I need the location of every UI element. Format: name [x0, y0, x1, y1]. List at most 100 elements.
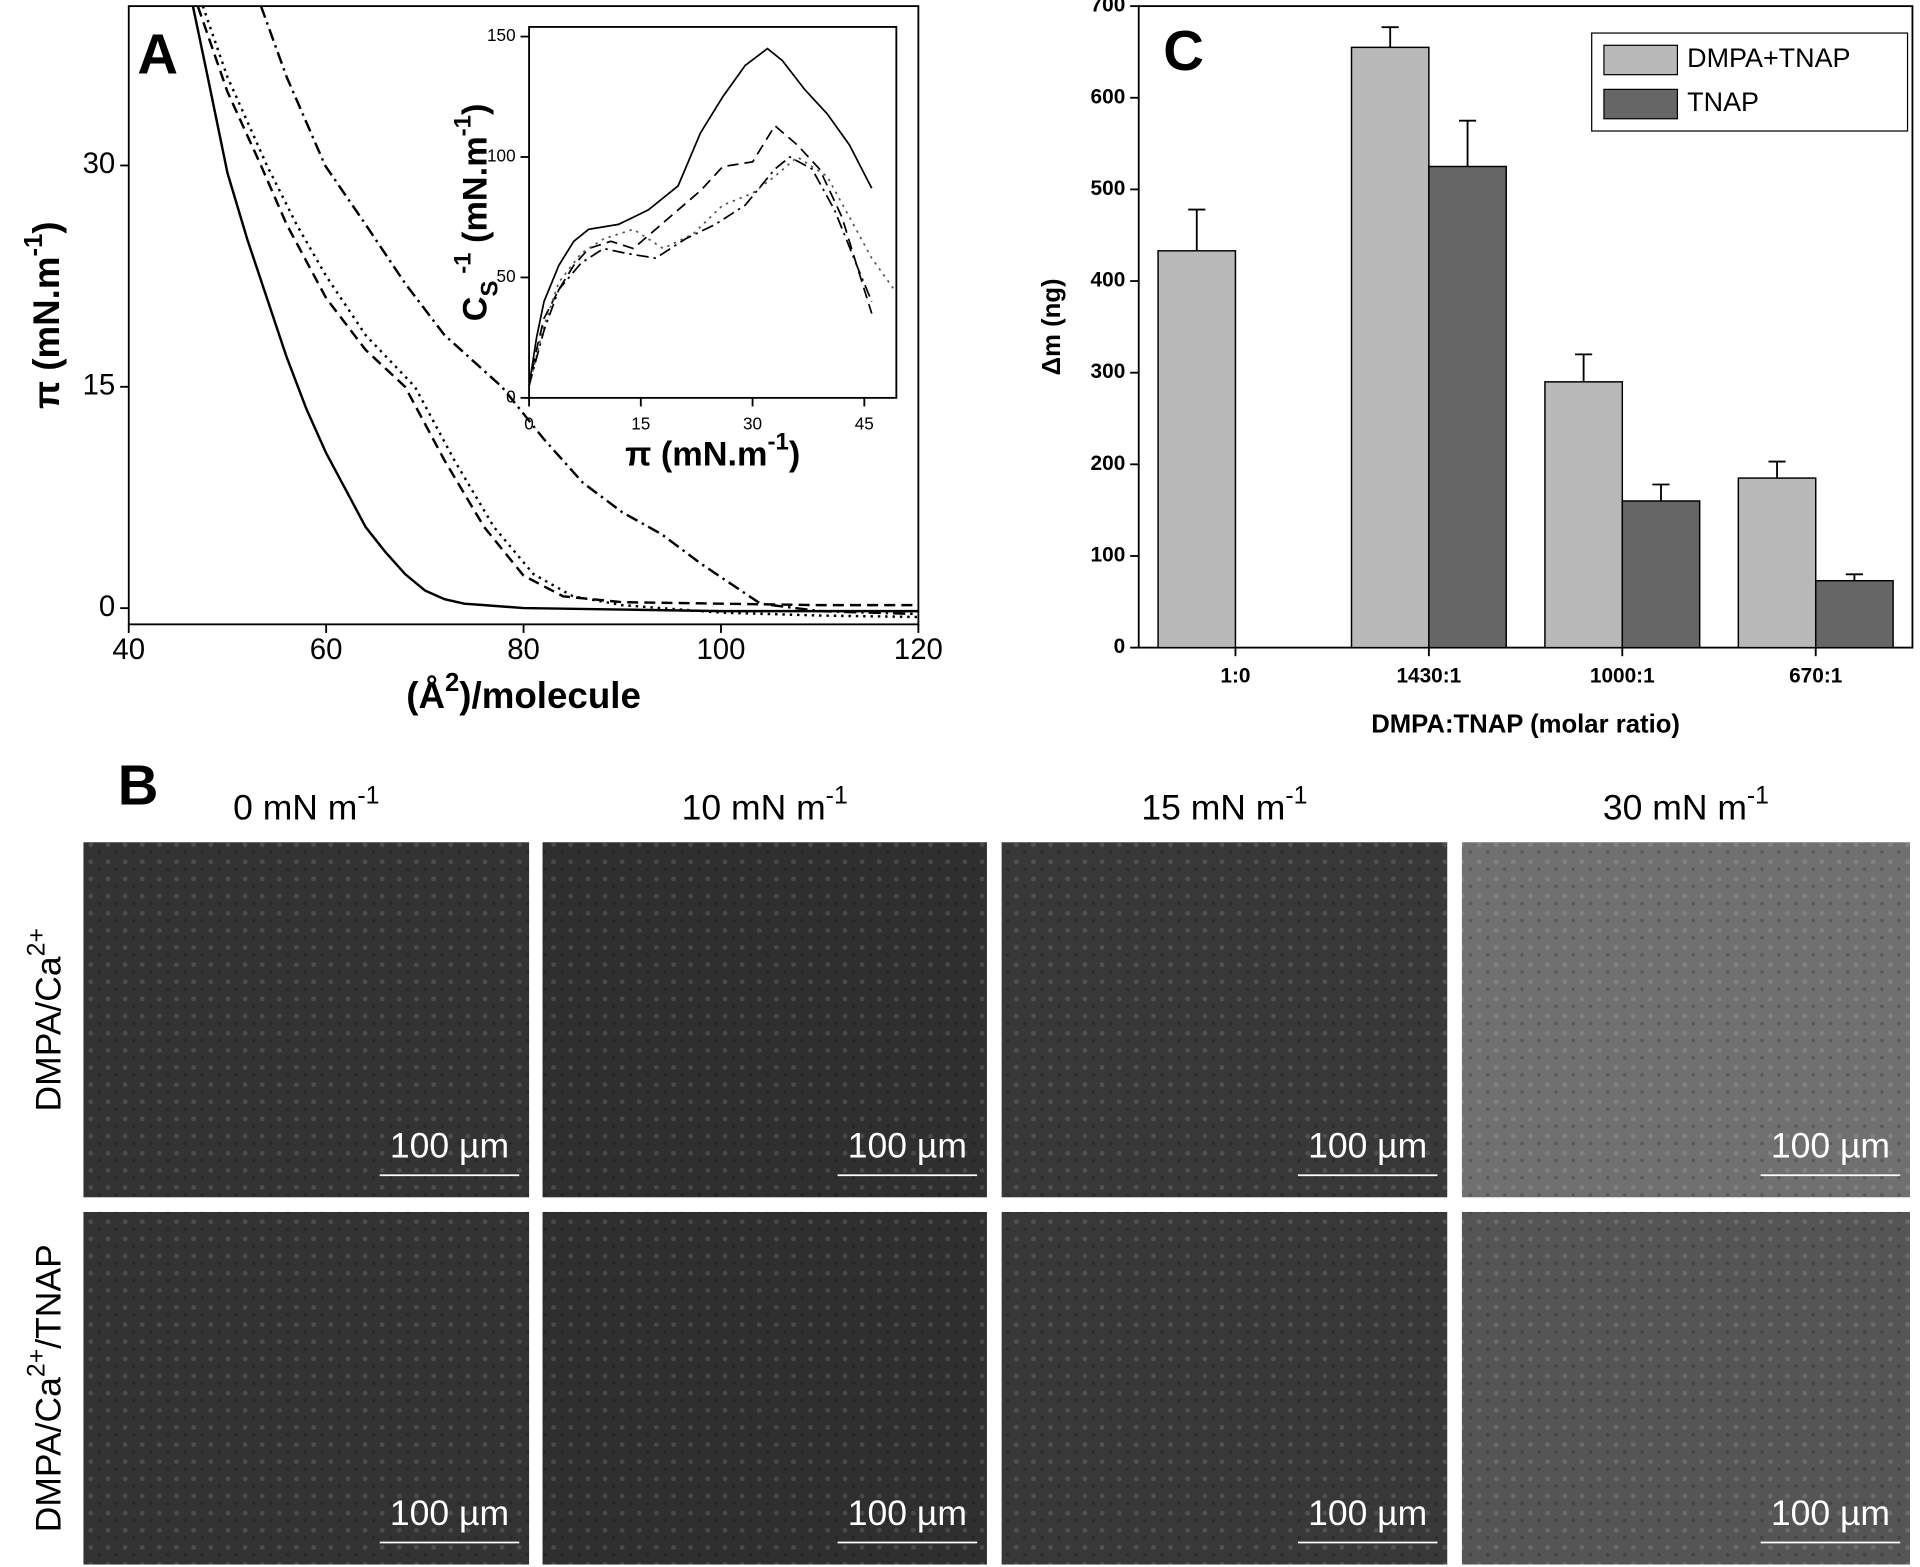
row-label: DMPA/Ca2+	[24, 928, 69, 1112]
bar	[1814, 579, 1894, 649]
y-axis-label-part: -1	[450, 252, 477, 280]
x-axis-label-part: π (mN.m	[625, 436, 767, 474]
error-bar	[1845, 573, 1863, 581]
x-axis-label-part: -1	[768, 428, 789, 455]
column-label: 0 mN m-1	[233, 782, 379, 827]
micrograph-texture	[542, 842, 987, 1198]
row-label-part: /TNAP	[29, 1244, 69, 1349]
scale-bar-label: 100 µm	[1771, 1126, 1890, 1166]
column-label-part: 10 mN m	[682, 788, 826, 828]
y-tick-label: 200	[1091, 452, 1126, 475]
column-label: 15 mN m-1	[1141, 782, 1307, 827]
scale-bar-label: 100 µm	[390, 1126, 509, 1166]
legend-swatch	[1603, 44, 1679, 76]
panel-label: B	[118, 753, 159, 816]
x-tick-label: 120	[894, 633, 943, 666]
bar	[1544, 381, 1624, 649]
x-axis-label: (Å2)/molecule	[406, 669, 641, 716]
error-bar	[1458, 119, 1477, 167]
scale-bar-label: 100 µm	[848, 1126, 967, 1166]
row-label-part: DMPA/Ca	[29, 956, 69, 1111]
x-tick-label: 80	[507, 633, 540, 666]
micrograph-texture	[1461, 1211, 1910, 1565]
micrograph-texture	[1001, 1211, 1448, 1565]
line	[528, 47, 873, 387]
x-tick-label: 60	[310, 633, 343, 666]
y-axis-label-part: )	[457, 104, 495, 115]
bar	[1737, 477, 1817, 649]
scale-bar-label: 100 µm	[1308, 1493, 1427, 1533]
y-axis-label-part: π (mN.m	[26, 256, 67, 409]
panel-label: C	[1163, 19, 1204, 82]
column-label-part: -1	[826, 782, 848, 809]
line	[191, 5, 919, 613]
y-axis-label-part: -1	[20, 234, 48, 257]
y-tick-label: 500	[1091, 177, 1126, 200]
line	[528, 155, 873, 387]
y-tick-label: 0	[99, 590, 115, 623]
x-tick-label: 40	[112, 633, 145, 666]
plot-frame	[528, 26, 898, 399]
column-label: 10 mN m-1	[682, 782, 848, 827]
column-label-part: -1	[1747, 782, 1769, 809]
y-axis-label-part: -1	[450, 115, 477, 136]
y-axis-label-part: S	[477, 280, 504, 296]
y-tick-label: 600	[1091, 85, 1126, 108]
x-axis-label: π (mN.m-1)	[625, 428, 800, 473]
error-bar	[1652, 483, 1670, 501]
column-label-part: 0 mN m	[233, 788, 357, 828]
y-tick-label: 0	[506, 386, 516, 406]
bar	[1157, 250, 1237, 649]
line	[196, 5, 919, 607]
y-tick-label: 30	[83, 147, 116, 180]
column-label-part: -1	[1285, 782, 1307, 809]
y-tick-label: 15	[83, 369, 116, 402]
x-tick-label: 1:0	[1220, 664, 1250, 687]
y-tick-label: 150	[487, 25, 516, 45]
scale-bar-label: 100 µm	[1308, 1126, 1427, 1166]
scale-bar-label: 100 µm	[1771, 1493, 1890, 1533]
micrograph-texture	[1001, 842, 1448, 1198]
x-tick-label: 670:1	[1789, 664, 1842, 687]
micrograph-texture	[83, 1211, 530, 1565]
x-axis-label-part: 2	[445, 669, 459, 697]
error-bar	[1381, 26, 1399, 48]
scale-bar-label: 100 µm	[848, 1493, 967, 1533]
line	[201, 5, 919, 619]
row-label-part: DMPA/Ca	[29, 1377, 69, 1532]
row-label: DMPA/Ca2+/TNAP	[24, 1244, 69, 1532]
x-tick-label: 1430:1	[1396, 664, 1461, 687]
y-axis-label-part: C	[457, 296, 495, 321]
y-tick-label: 700	[1091, 0, 1126, 17]
micrograph-texture	[1461, 842, 1910, 1198]
x-tick-label: 30	[743, 413, 762, 433]
x-axis-label-part: )	[789, 436, 800, 474]
legend-label: DMPA+TNAP	[1687, 43, 1850, 73]
micrograph-texture	[542, 1211, 987, 1565]
row-label-part: 2+	[24, 928, 51, 956]
y-tick-label: 300	[1091, 360, 1126, 383]
x-tick-label: 100	[696, 633, 745, 666]
y-tick-label: 400	[1091, 269, 1126, 292]
x-tick-label: 1000:1	[1590, 664, 1655, 687]
panel-label: A	[137, 23, 178, 86]
error-bar	[1768, 460, 1786, 479]
y-axis-label: CS -1 (mN.m-1)	[450, 104, 504, 322]
x-tick-label: 45	[855, 413, 874, 433]
y-axis-label: π (mN.m-1)	[20, 221, 67, 409]
x-axis-label-part: )/molecule	[459, 675, 641, 716]
line	[528, 124, 873, 387]
legend-swatch	[1603, 88, 1679, 120]
y-axis-label-part: (mN.m	[457, 136, 495, 252]
scale-bar-label: 100 µm	[390, 1493, 509, 1533]
error-bar	[1188, 208, 1206, 251]
x-tick-label: 15	[631, 413, 650, 433]
y-axis-label-part: )	[26, 221, 67, 233]
y-axis-label: Δm (ng)	[1038, 278, 1066, 375]
line	[259, 5, 919, 616]
legend-label: TNAP	[1687, 87, 1759, 117]
y-tick-label: 0	[1114, 635, 1126, 658]
bar	[1621, 500, 1701, 649]
x-axis-label-part: (Å	[406, 675, 445, 716]
column-label-part: 30 mN m	[1603, 788, 1747, 828]
